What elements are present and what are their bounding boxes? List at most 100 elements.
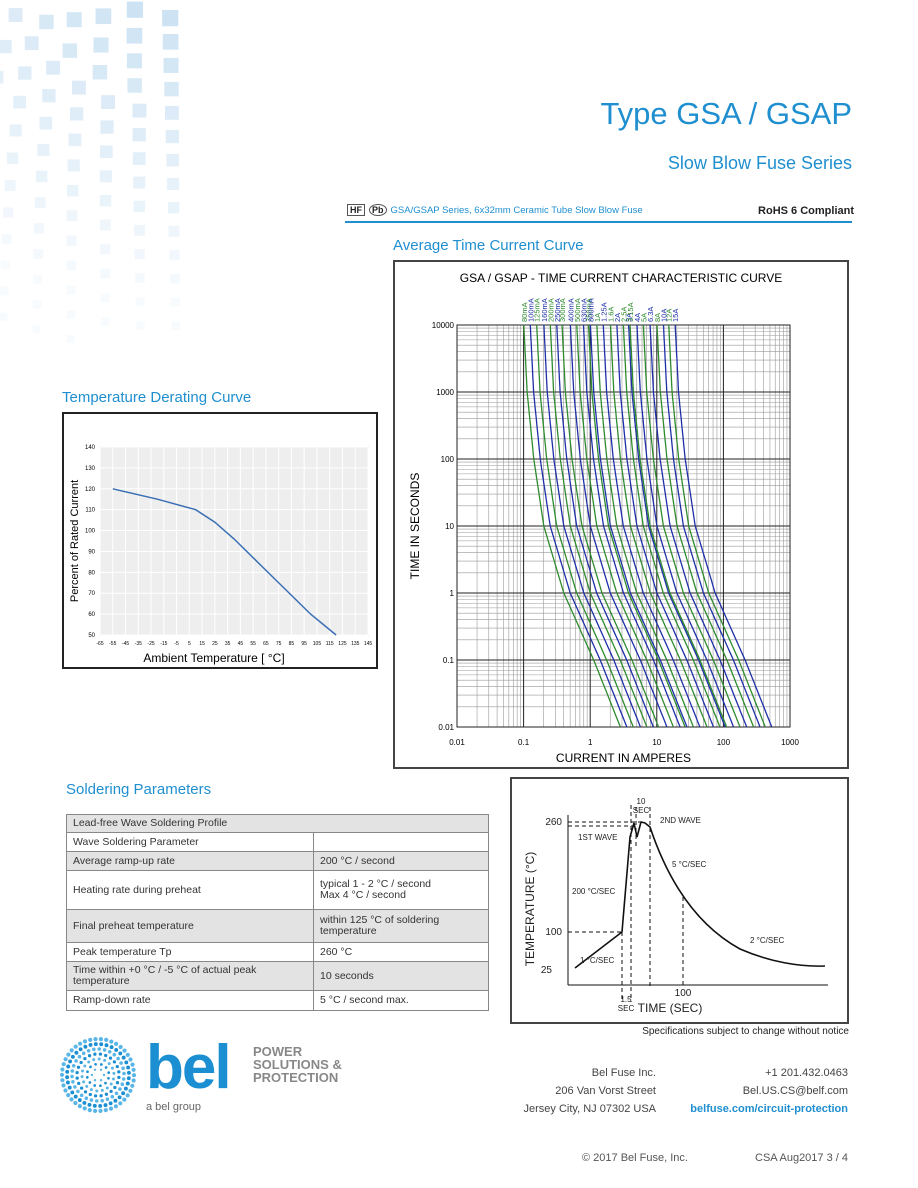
logo-dot [79, 1060, 83, 1065]
logo-dot [65, 1069, 70, 1074]
logo-dot [98, 1052, 103, 1056]
email: Bel.US.CS@belf.com [742, 1085, 848, 1097]
decor-square [163, 57, 179, 73]
x-tick-label: 35 [225, 641, 231, 647]
logo-dot [78, 1041, 83, 1046]
table-cell [313, 832, 489, 852]
table-cell: Average ramp-up rate [66, 851, 314, 871]
fuse-curve [668, 325, 766, 727]
decor-square [127, 78, 142, 93]
decor-square [66, 235, 77, 246]
series-label: 400mA [566, 298, 575, 322]
decor-square [66, 260, 77, 271]
x-tick-label: 65 [263, 641, 269, 647]
series-label: 500mA [573, 298, 582, 322]
logo-dot [104, 1053, 108, 1058]
logo-dot [87, 1108, 92, 1113]
logo-dot [60, 1078, 65, 1083]
decor-square [35, 170, 48, 183]
logo-dot [121, 1055, 126, 1060]
logo-dot [118, 1101, 123, 1106]
doc-id: CSA Aug2017 3 / 4 [755, 1152, 848, 1164]
x-tick-label: 10 [652, 738, 661, 747]
decor-square [0, 312, 8, 321]
logo-dot [126, 1065, 131, 1070]
logo-dot [81, 1051, 86, 1056]
series-label: 125mA [533, 298, 542, 322]
logo-dot [66, 1052, 71, 1057]
decor-square [66, 310, 75, 319]
logo-dot [61, 1062, 66, 1067]
brand: bel [146, 1036, 230, 1102]
phone: +1 201.432.0463 [765, 1067, 848, 1079]
decor-square [18, 66, 32, 80]
x-mark: 100 [675, 988, 692, 999]
x-axis-label: CURRENT IN AMPERES [556, 751, 691, 765]
decor-square [66, 285, 76, 295]
table-cell: Ramp-down rate [66, 990, 314, 1011]
logo-dot [82, 1080, 86, 1084]
logo-dot [95, 1099, 99, 1103]
logo-dot [65, 1080, 70, 1085]
derating-chart: -65 -55 -45 -35 -25 -15 -5 5 15 25 35 45 55 65 75 85 95 1… [62, 412, 378, 669]
derating-line [112, 488, 337, 636]
x-tick-label: 15 [199, 641, 205, 647]
logo-dot [121, 1066, 125, 1070]
logo-dot [108, 1106, 114, 1111]
annotation: 1 °C/SEC [580, 956, 615, 965]
logo-dot [108, 1056, 113, 1060]
logo-dot [70, 1090, 75, 1095]
logo-dot [99, 1068, 103, 1071]
logo-dot [131, 1073, 137, 1078]
y-mark: 260 [545, 817, 562, 828]
y-label: TEMPERATURE (°C) [523, 852, 537, 967]
series-label: 750mA [585, 298, 594, 322]
logo-dot [74, 1059, 78, 1063]
logo-dot [82, 1106, 87, 1111]
series-label: 300mA [558, 298, 567, 322]
decor-square [32, 325, 41, 334]
decor-square [72, 80, 86, 95]
series-label: 630mA [579, 298, 588, 322]
logo-dot [93, 1042, 98, 1047]
y-tick-label: 10000 [432, 321, 455, 330]
series-label: 8A [653, 313, 662, 322]
decor-square [66, 210, 78, 222]
decor-square [46, 60, 61, 75]
logo-dot [81, 1069, 84, 1073]
table-cell: 5 °C / second max. [313, 990, 489, 1011]
decor-square [62, 43, 78, 58]
decor-square [133, 200, 146, 213]
logo-dot [79, 1093, 84, 1098]
logo-dot [68, 1059, 73, 1064]
table-row: Average ramp-up rate 200 °C / second [66, 851, 489, 871]
copyright: © 2017 Bel Fuse, Inc. [582, 1152, 688, 1164]
logo-dot [76, 1065, 81, 1069]
logo-dot [99, 1063, 103, 1066]
series-label: 160mA [540, 298, 549, 322]
decor-square [162, 10, 179, 27]
logo-dot [97, 1057, 101, 1061]
x-tick-label: 100 [717, 738, 731, 747]
x-tick-label: -5 [174, 641, 179, 647]
logo-dot [88, 1081, 92, 1084]
logo-dot [126, 1070, 131, 1075]
fuse-curve [536, 325, 634, 727]
logo-dot [95, 1089, 99, 1093]
logo-dot [126, 1076, 131, 1081]
x-tick-label: 1000 [781, 738, 799, 747]
decor-square [165, 105, 179, 120]
table-cell: Heating rate during preheat [66, 870, 314, 910]
fuse-curve [636, 325, 735, 727]
logo-dot [67, 1085, 72, 1090]
series-label: 3A [625, 313, 634, 322]
annotation: SEC [633, 806, 650, 815]
fuse-curve [589, 325, 688, 727]
x-axis-label: Ambient Temperature [ °C] [143, 651, 284, 665]
y-tick-label: 0.1 [443, 656, 455, 665]
x-tick-label: 75 [276, 641, 282, 647]
badge: HF [347, 204, 365, 216]
y-tick-label: 90 [88, 549, 95, 555]
logo-dot [75, 1076, 79, 1080]
